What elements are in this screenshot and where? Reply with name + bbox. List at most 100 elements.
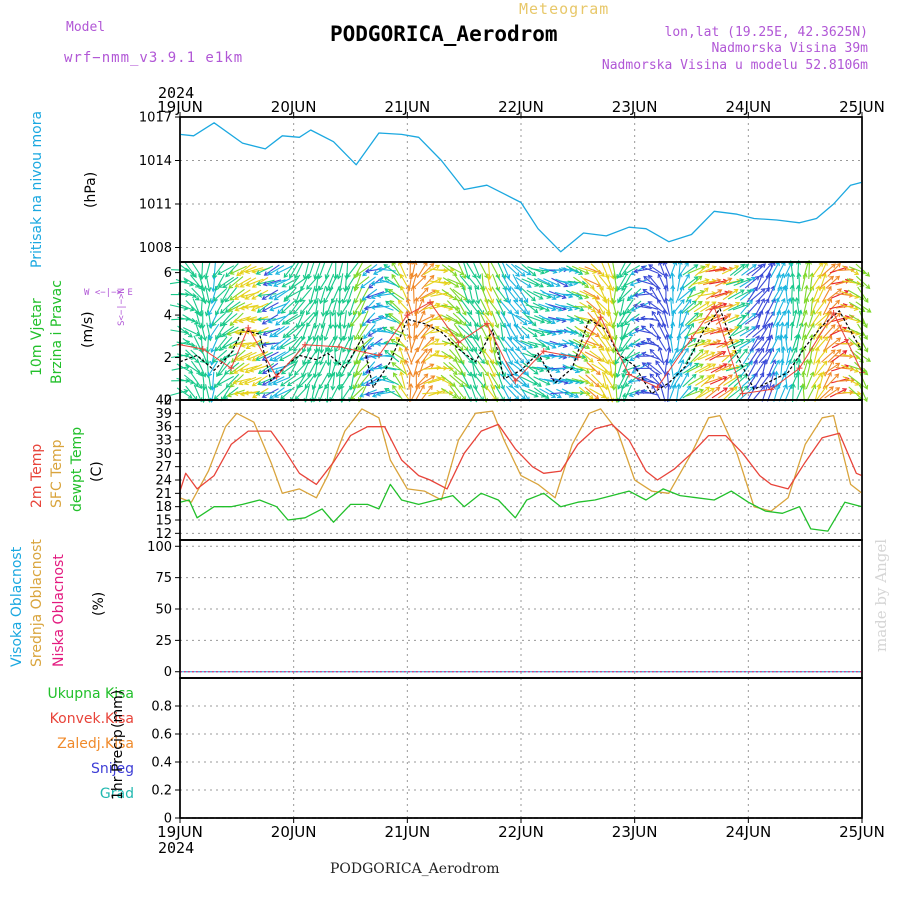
wind-arrow <box>827 349 842 363</box>
wind-arrow <box>336 347 343 366</box>
wind-arrow <box>727 348 742 363</box>
y-tick-label: 6 <box>164 266 172 281</box>
wind-arrow <box>484 286 495 304</box>
wind-arrow <box>357 298 367 317</box>
wind-arrow <box>732 326 750 337</box>
wind-arrow <box>521 288 536 302</box>
wind-arrow <box>298 374 313 388</box>
wind-arrow <box>515 276 532 288</box>
wind-arrow <box>423 264 441 276</box>
wind-arrow <box>527 327 546 337</box>
wind-arrow <box>516 324 530 339</box>
wind-arrow <box>471 360 482 378</box>
wind-arrow <box>717 374 733 387</box>
wind-gust-marker <box>597 314 604 321</box>
wind-arrow <box>415 348 428 364</box>
wind-arrow <box>566 314 585 324</box>
wind-arrow <box>229 362 245 375</box>
wind-arrow <box>220 286 231 304</box>
wind-arrow <box>415 297 425 316</box>
wind-arrow <box>699 363 717 374</box>
wind-arrow <box>381 375 399 386</box>
wind-gust-marker <box>768 386 775 393</box>
wind-arrow <box>721 265 740 275</box>
wind-arrow <box>555 278 574 287</box>
wind-arrow <box>770 359 780 377</box>
wind-arrow <box>244 364 263 374</box>
wind-arrow <box>527 266 546 275</box>
wind-arrow <box>384 387 401 398</box>
wind-arrow <box>280 300 296 314</box>
wind-arrow <box>589 388 607 399</box>
wind-arrow <box>346 262 359 278</box>
wind-arrow <box>262 327 281 336</box>
wind-arrow <box>643 275 659 289</box>
wind-arrow <box>590 263 605 277</box>
wind-arrow <box>801 346 807 366</box>
wind-arrow <box>600 261 610 280</box>
wind-arrow <box>663 358 670 378</box>
wind-arrow <box>205 273 212 293</box>
wind-arrow <box>749 335 760 352</box>
wind-arrow <box>554 303 573 312</box>
cloud-label-low: Niska Oblacnost <box>51 554 67 667</box>
wind-arrow <box>261 351 279 362</box>
wind-arrow <box>329 359 338 379</box>
wind-arrow <box>517 286 529 304</box>
wind-arrow <box>288 360 299 378</box>
wind-arrow <box>208 323 220 340</box>
wind-arrow <box>785 346 793 366</box>
y-tick-label: 24 <box>155 474 172 489</box>
wind-arrow <box>377 314 397 323</box>
precip-unit: (mm) <box>110 689 126 728</box>
wind-arrow <box>267 376 285 386</box>
wind-arrow <box>288 274 301 291</box>
wind-arrow <box>814 360 828 376</box>
wind-arrow <box>319 334 325 354</box>
y-tick-label: 0.8 <box>151 700 172 715</box>
wind-arrow <box>384 349 400 363</box>
wind-arrow <box>472 261 482 280</box>
wind-arrow <box>722 314 740 324</box>
wind-arrow <box>784 321 790 341</box>
temp-2m-line <box>179 423 863 492</box>
wind-arrow <box>347 298 356 317</box>
wind-arrow <box>212 349 228 363</box>
wind-arrow <box>466 311 479 328</box>
wind-arrow <box>212 262 225 279</box>
y-tick-label: 39 <box>155 407 172 422</box>
wind-gust-marker <box>688 335 695 342</box>
wind-arrow <box>472 299 485 316</box>
wind-arrow <box>273 388 292 398</box>
wind-arrow <box>507 323 518 341</box>
wind-arrow <box>821 263 837 277</box>
wind-arrow <box>858 335 869 353</box>
wind-arrow <box>647 301 664 313</box>
wind-arrow <box>274 265 293 275</box>
wind-arrow <box>571 290 590 300</box>
wind-arrow <box>239 351 257 361</box>
wind-arrow <box>272 376 291 386</box>
wind-arrow <box>233 363 250 374</box>
wind-arrow <box>682 362 700 374</box>
wind-arrow <box>429 268 449 274</box>
wind-arrow <box>630 265 648 276</box>
x-tick-label-bottom: 24JUN <box>725 823 771 841</box>
wind-arrow <box>579 349 594 363</box>
wind-arrow <box>513 323 524 341</box>
wind-arrow <box>639 302 659 310</box>
wind-arrow <box>216 375 234 386</box>
wind-arrow <box>586 300 602 314</box>
wind-gust-marker <box>540 348 547 355</box>
wind-arrow <box>684 312 699 326</box>
wind-arrow <box>404 346 413 365</box>
wind-arrow <box>245 278 264 287</box>
wind-arrow <box>521 388 539 398</box>
wind-arrow <box>456 298 467 316</box>
wind-arrow <box>273 350 290 362</box>
wind-arrow <box>783 333 789 353</box>
x-tick-label-top: 21JUN <box>384 98 430 116</box>
wind-arrow <box>281 313 298 325</box>
wind-arrow <box>825 337 842 350</box>
wind-arrow <box>622 364 641 373</box>
